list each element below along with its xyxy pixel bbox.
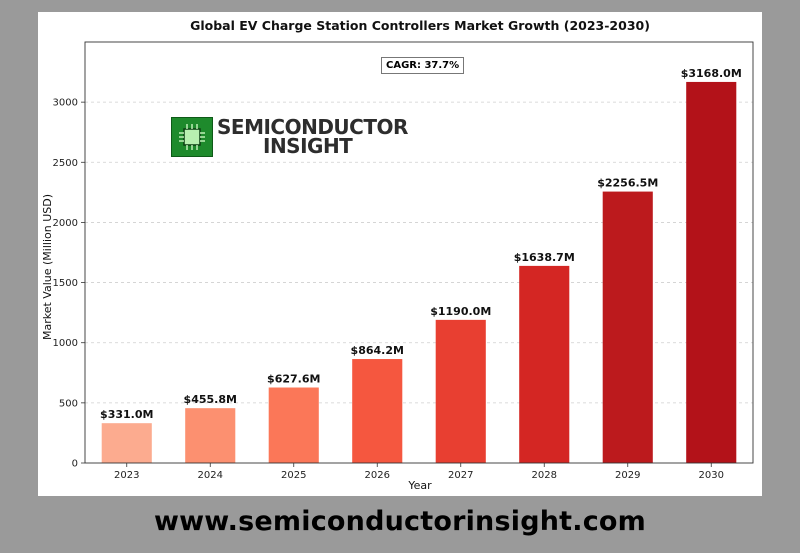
data-label: $331.0M — [100, 408, 153, 421]
logo-wordmark: SEMICONDUCTOR INSIGHT — [217, 115, 408, 158]
x-tick-label: 2025 — [281, 470, 306, 481]
bar — [268, 387, 319, 463]
data-label: $2256.5M — [597, 177, 658, 190]
x-tick-label: 2030 — [699, 470, 724, 481]
x-tick-label: 2024 — [198, 470, 223, 481]
bar — [352, 359, 403, 463]
y-tick-label: 2500 — [53, 158, 78, 169]
chart-title: Global EV Charge Station Controllers Mar… — [190, 18, 650, 33]
x-tick-label: 2023 — [114, 470, 139, 481]
x-tick-label: 2029 — [615, 470, 640, 481]
y-tick-label: 1500 — [53, 278, 78, 289]
cagr-annotation: CAGR: 37.7% — [381, 57, 465, 74]
y-tick-label: 3000 — [53, 98, 78, 109]
logo-line-2: INSIGHT — [263, 134, 353, 158]
y-tick-label: 1000 — [53, 338, 78, 349]
y-axis-label: Market Value (Million USD) — [41, 194, 54, 340]
chip-icon — [171, 117, 213, 157]
data-label: $864.2M — [351, 344, 404, 357]
data-label: $1638.7M — [514, 251, 575, 264]
logo-line-1: SEMICONDUCTOR — [217, 115, 408, 139]
company-logo: SEMICONDUCTOR INSIGHT — [171, 117, 408, 157]
x-axis-label: Year — [407, 479, 432, 492]
bar — [185, 408, 236, 463]
bar — [101, 423, 152, 463]
plot-frame — [84, 41, 754, 464]
chart-card: Global EV Charge Station Controllers Mar… — [38, 12, 762, 496]
data-label: $455.8M — [184, 393, 237, 406]
bar — [686, 81, 737, 463]
y-tick-label: 2000 — [53, 218, 78, 229]
y-tick-label: 500 — [59, 398, 78, 409]
data-label: $1190.0M — [430, 305, 491, 318]
bar — [435, 319, 486, 463]
bar-chart: Global EV Charge Station Controllers Mar… — [41, 18, 754, 492]
data-label: $3168.0M — [681, 67, 742, 80]
website-url[interactable]: www.semiconductorinsight.com — [153, 506, 647, 537]
data-label: $627.6M — [267, 373, 320, 386]
y-tick-label: 0 — [72, 459, 78, 470]
x-tick-label: 2027 — [448, 470, 473, 481]
bar — [519, 265, 570, 463]
x-tick-label: 2028 — [532, 470, 557, 481]
x-tick-label: 2026 — [365, 470, 390, 481]
bar — [602, 191, 653, 463]
